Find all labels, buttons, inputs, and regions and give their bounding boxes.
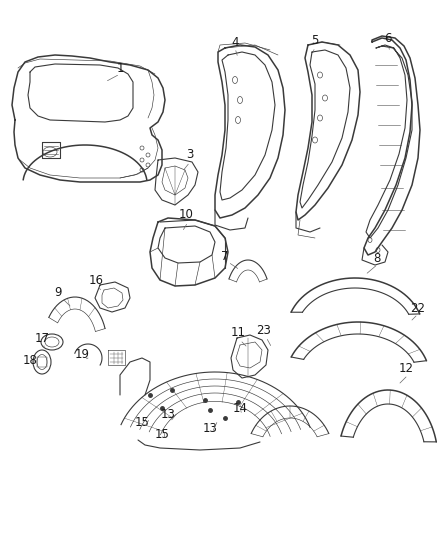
Text: 15: 15	[155, 429, 170, 441]
Text: 7: 7	[221, 249, 229, 262]
Text: 23: 23	[257, 324, 272, 336]
Text: 13: 13	[161, 408, 176, 422]
Text: 15: 15	[134, 416, 149, 429]
Text: 14: 14	[233, 401, 247, 415]
Text: 9: 9	[54, 287, 62, 300]
Text: 17: 17	[35, 332, 49, 344]
Text: 12: 12	[399, 361, 413, 375]
Text: 16: 16	[88, 273, 103, 287]
Text: 3: 3	[186, 149, 194, 161]
Text: 4: 4	[231, 36, 239, 49]
Text: 10: 10	[179, 208, 194, 222]
Text: 22: 22	[410, 302, 425, 314]
Text: 19: 19	[74, 348, 89, 360]
Text: 1: 1	[116, 61, 124, 75]
Text: 13: 13	[202, 422, 217, 434]
Text: 11: 11	[230, 327, 246, 340]
Text: 5: 5	[311, 34, 319, 46]
Text: 18: 18	[23, 353, 37, 367]
Text: 6: 6	[384, 31, 392, 44]
Text: 8: 8	[373, 252, 381, 264]
